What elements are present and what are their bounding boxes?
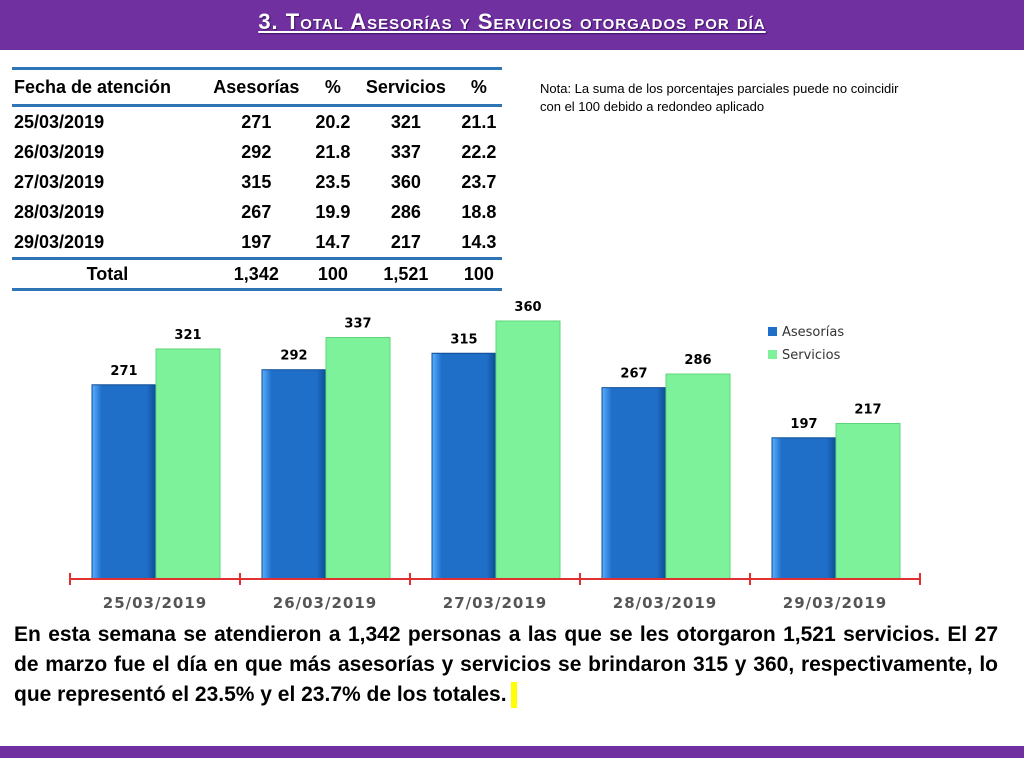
data-label: 217 <box>854 402 881 417</box>
x-tick-label: 28/03/2019 <box>613 594 717 612</box>
legend-swatch <box>768 327 777 336</box>
table-cell: 28/03/2019 <box>14 201 105 222</box>
bar-servicios-4 <box>665 373 731 580</box>
bar-asesorias-3 <box>431 352 497 580</box>
data-table: Fecha de atención Asesorías % Servicios … <box>12 67 502 291</box>
text-cursor-highlight <box>510 682 517 709</box>
table-cell: 217 <box>390 231 421 252</box>
table-header-row: Fecha de atención Asesorías % Servicios … <box>12 67 502 107</box>
data-label: 197 <box>790 417 817 432</box>
table-cell: 21.1 <box>461 111 497 132</box>
table-row: 26/03/2019 292 21.8 337 22.2 <box>12 137 502 167</box>
bar-asesorias-4 <box>601 387 667 580</box>
data-label: 271 <box>110 364 137 379</box>
table-row: 28/03/2019 267 19.9 286 18.8 <box>12 197 502 227</box>
table-cell: 27/03/2019 <box>14 171 105 192</box>
column-header: Asesorías <box>202 67 310 107</box>
table-cell: 22.2 <box>461 141 497 162</box>
table-row: 27/03/2019 315 23.5 360 23.7 <box>12 167 502 197</box>
table-cell: 25/03/2019 <box>14 111 105 132</box>
table-cell: 18.8 <box>461 201 497 222</box>
table-cell: 100 <box>455 257 502 291</box>
table-cell: 26/03/2019 <box>14 141 105 162</box>
data-label: 286 <box>684 353 711 368</box>
table-cell: 23.7 <box>461 171 497 192</box>
table-cell: 19.9 <box>315 201 351 222</box>
table-cell: 337 <box>390 141 421 162</box>
table-cell: 267 <box>241 201 272 222</box>
bar-asesorias-2 <box>261 369 327 580</box>
bar-servicios-3 <box>495 320 561 580</box>
table-cell: 23.5 <box>315 171 351 192</box>
table-total-row: Total 1,342 100 1,521 100 <box>12 257 502 291</box>
bar-servicios-2 <box>325 336 391 580</box>
column-header: Fecha de atención <box>12 67 203 107</box>
table-cell: 271 <box>241 111 272 132</box>
header-bar: 3. Total Asesorías y Servicios otorgados… <box>0 0 1024 50</box>
table-cell: 197 <box>241 231 272 252</box>
table-cell: 21.8 <box>315 141 351 162</box>
bar-chart: 271 321 25/03/2019 292 337 26/03/2019 315 360 27… <box>69 300 921 612</box>
legend-swatch <box>768 350 777 359</box>
data-label: 315 <box>450 332 477 347</box>
data-label: 292 <box>280 349 307 364</box>
bar-servicios-5 <box>835 422 901 580</box>
footer-bar <box>0 746 1024 758</box>
data-label: 360 <box>514 300 541 315</box>
data-label: 267 <box>620 367 647 382</box>
data-label: 321 <box>174 328 201 343</box>
bar-servicios-1 <box>155 348 221 580</box>
note-text: Nota: La suma de los porcentajes parcial… <box>540 81 899 114</box>
table-cell: Total <box>12 257 203 291</box>
table-cell: 14.7 <box>315 231 351 252</box>
table-cell: 100 <box>309 257 357 291</box>
table-cell: 321 <box>390 111 421 132</box>
table-row: 25/03/2019 271 20.2 321 21.1 <box>12 106 502 138</box>
column-header: % <box>455 67 502 107</box>
table-cell: 292 <box>241 141 272 162</box>
table-cell: 315 <box>241 171 272 192</box>
table-cell: 286 <box>390 201 421 222</box>
x-tick-label: 27/03/2019 <box>443 594 547 612</box>
legend-label: Asesorías <box>782 325 844 340</box>
table-row: 29/03/2019 197 14.7 217 14.3 <box>12 227 502 259</box>
legend-label: Servicios <box>782 348 841 363</box>
table-cell: 1,521 <box>356 257 456 291</box>
x-tick-label: 29/03/2019 <box>783 594 887 612</box>
column-header: % <box>309 67 357 107</box>
page-title: 3. Total Asesorías y Servicios otorgados… <box>258 9 766 34</box>
column-header: Servicios <box>356 67 456 107</box>
bar-asesorias-1 <box>91 384 157 580</box>
bar-asesorias-5 <box>771 437 837 580</box>
data-label: 337 <box>344 316 371 331</box>
table-cell: 20.2 <box>315 111 351 132</box>
table-cell: 29/03/2019 <box>14 231 105 252</box>
x-tick-label: 25/03/2019 <box>103 594 207 612</box>
summary-body: En esta semana se atendieron a 1,342 per… <box>14 623 998 706</box>
table-cell: 360 <box>390 171 421 192</box>
summary-text: En esta semana se atendieron a 1,342 per… <box>14 620 998 710</box>
x-tick-label: 26/03/2019 <box>273 594 377 612</box>
table-cell: 14.3 <box>461 231 497 252</box>
table-cell: 1,342 <box>202 257 310 291</box>
